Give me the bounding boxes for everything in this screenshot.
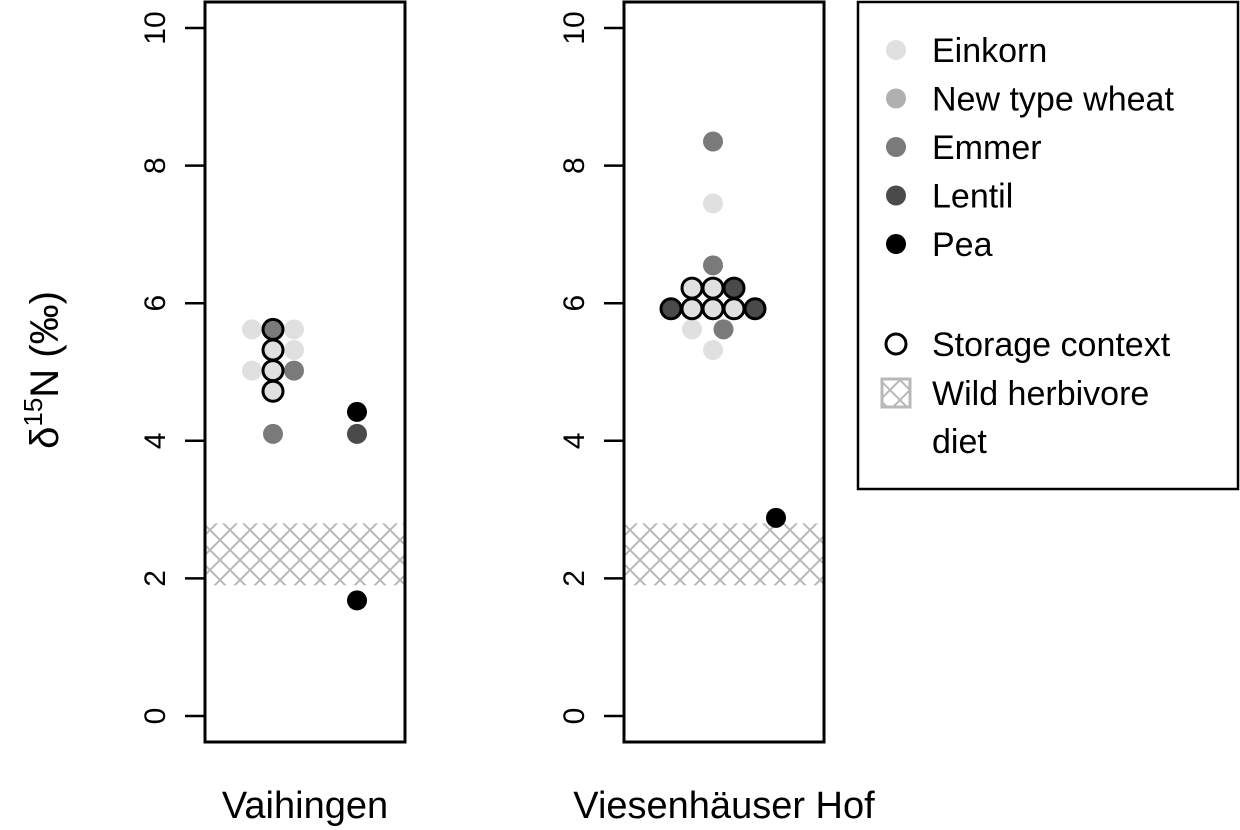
- legend-marker-lentil: [886, 185, 906, 206]
- panel-viesenhauser-hof: 0 2 4 6 8 10 Viesenhäuser Hof: [558, 0, 875, 827]
- y-tick-label: 6: [139, 295, 172, 312]
- point-einkorn: [682, 319, 702, 340]
- legend-marker-pea: [886, 234, 906, 254]
- point-pea: [347, 401, 367, 422]
- panel-viesenhauser-hof-label: Viesenhäuser Hof: [573, 785, 875, 827]
- point-lentil-storage: [743, 297, 767, 321]
- point-einkorn: [284, 319, 304, 340]
- panel-viesenhauser-hof-y-axis: 0 2 4 6 8 10: [558, 11, 624, 724]
- legend-storage-label: Storage context: [932, 326, 1171, 364]
- y-tick-label: 4: [139, 432, 172, 449]
- point-emmer: [284, 360, 304, 381]
- y-tick-label: 2: [558, 570, 591, 587]
- legend-herbivore-label-line2: diet: [932, 423, 987, 461]
- y-axis-title-delta: δ: [23, 427, 67, 449]
- point-einkorn: [242, 319, 262, 340]
- legend-storage-marker: [884, 332, 908, 356]
- panel-vaihingen-frame: [203, 0, 407, 744]
- legend-marker-new-type-wheat: [886, 88, 906, 109]
- point-einkorn-storage: [261, 379, 285, 403]
- legend-herbivore-label-line1: Wild herbivore: [932, 375, 1149, 413]
- point-einkorn: [703, 339, 723, 360]
- point-einkorn-storage: [680, 276, 704, 300]
- point-emmer: [703, 255, 723, 276]
- panel-viesenhauser-hof-frame: [622, 0, 826, 744]
- panel-viesenhauser-hof-points: [659, 131, 786, 528]
- panel-vaihingen-label: Vaihingen: [222, 785, 388, 827]
- point-einkorn: [703, 193, 723, 214]
- y-axis-title-superscript: 15: [18, 398, 48, 427]
- point-emmer-storage: [261, 317, 285, 341]
- legend-herbivore-swatch: [880, 377, 912, 409]
- legend: Einkorn New type wheat Emmer Lentil Pea Stor…: [856, 0, 1240, 491]
- point-lentil-storage: [659, 297, 683, 321]
- panel-viesenhauser-hof-hatch-band: [624, 523, 824, 586]
- point-emmer: [263, 423, 283, 444]
- point-einkorn-storage: [722, 297, 746, 321]
- y-tick-label: 0: [558, 708, 591, 725]
- y-tick-label: 0: [139, 708, 172, 725]
- y-tick-label: 10: [558, 11, 591, 44]
- point-lentil: [347, 423, 367, 444]
- point-einkorn-storage: [701, 276, 725, 300]
- legend-label-lentil: Lentil: [932, 178, 1013, 216]
- y-tick-label: 8: [139, 157, 172, 174]
- point-einkorn-storage: [261, 359, 285, 383]
- legend-crop-entries: Einkorn New type wheat Emmer Lentil Pea: [886, 32, 1174, 264]
- point-einkorn-storage: [261, 338, 285, 362]
- legend-frame: [856, 0, 1240, 491]
- panel-vaihingen-points: [242, 317, 367, 611]
- point-einkorn-storage: [680, 297, 704, 321]
- y-tick-label: 6: [558, 295, 591, 312]
- point-pea: [347, 590, 367, 611]
- y-axis-title-rest: N (‰): [23, 291, 67, 398]
- legend-label-emmer: Emmer: [932, 129, 1042, 167]
- point-emmer: [703, 131, 723, 152]
- y-tick-label: 10: [139, 11, 172, 44]
- point-einkorn: [284, 339, 304, 360]
- y-tick-label: 8: [558, 157, 591, 174]
- panel-vaihingen-hatch-band: [205, 523, 405, 586]
- panel-vaihingen-y-axis: 0 2 4 6 8 10: [139, 11, 205, 724]
- legend-label-einkorn: Einkorn: [932, 32, 1047, 70]
- panel-vaihingen: 0 2 4 6 8 10 Vaihingen: [139, 0, 407, 827]
- y-tick-label: 2: [139, 570, 172, 587]
- point-pea: [766, 507, 786, 528]
- point-einkorn: [242, 360, 262, 381]
- point-emmer: [713, 319, 734, 340]
- y-axis-title: δ15N (‰): [18, 291, 67, 449]
- y-tick-label: 4: [558, 432, 591, 449]
- legend-label-new-type-wheat: New type wheat: [932, 81, 1174, 119]
- legend-marker-emmer: [886, 137, 906, 157]
- legend-marker-einkorn: [886, 40, 906, 60]
- legend-label-pea: Pea: [932, 226, 993, 264]
- point-lentil-storage: [722, 276, 746, 300]
- point-einkorn-storage: [701, 297, 725, 321]
